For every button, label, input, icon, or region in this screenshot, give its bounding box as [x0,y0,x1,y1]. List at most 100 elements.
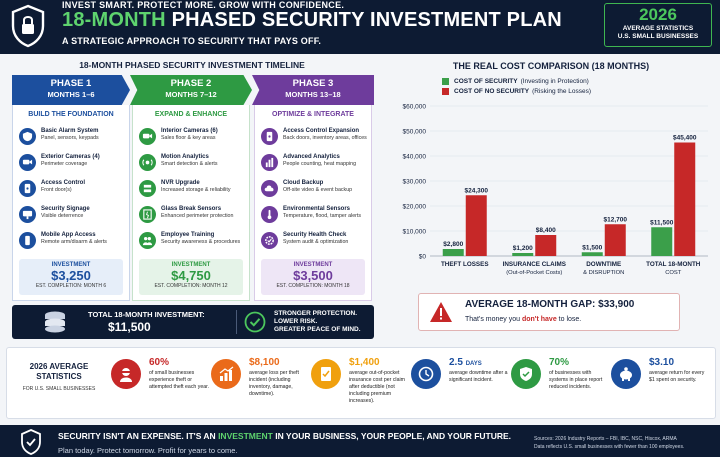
gap-sub-pre: That's money you [465,316,522,323]
bar-value-label: $2,800 [443,241,463,248]
item-desc: Visible deterrence [41,213,84,219]
timeline-title: 18-MONTH PHASED SECURITY INVESTMENT TIME… [79,60,305,70]
cloud-icon [261,180,278,197]
divider [236,310,237,334]
shield-check-icon [511,359,541,389]
stat-value: 60% [149,357,169,368]
gap-sub-red: don't have [521,316,557,323]
legend-item-security: COST OF SECURITY (Investing in Protectio… [442,76,591,86]
invest-value: $4,750 [171,268,211,283]
stat-number: 70% [549,357,570,368]
bar [512,253,534,256]
legend-swatch [442,77,449,85]
phase-2-column: EXPAND & ENHANCE Interior Cameras (6) Sa… [132,105,250,301]
item-title: Security Signage [41,206,90,212]
phase-item: Cloud Backup Off-site video & event back… [261,179,369,205]
phase-name: PHASE 2 [170,78,212,89]
phase-2-header: PHASE 2 MONTHS 7–12 [130,75,252,105]
phase-item: Basic Alarm System Panel, sensors, keypa… [19,127,127,153]
year-sub-1: AVERAGE STATISTICS [622,25,694,32]
stat-desc: of businesses with systems in place repo… [549,370,603,390]
header: INVEST SMART. PROTECT MORE. GROW WITH CO… [0,0,720,54]
stat-value: 2.5 DAYS [449,357,482,368]
footer-subline: Plan today. Protect tomorrow. Profit for… [58,446,238,455]
stat-desc: average return for every $1 spent on sec… [649,370,705,383]
check-circle-icon [244,311,266,333]
piggy-bank-icon [611,359,641,389]
glass-break-icon [139,206,156,223]
total-value: $11,500 [108,320,151,334]
item-title: Advanced Analytics [283,154,340,160]
phase-item: Motion Analytics Smart detection & alert… [139,153,247,179]
slogan-part: IN YOUR BUSINESS, YOUR PEOPLE, AND YOUR … [272,431,512,441]
item-title: Security Health Check [283,232,347,238]
invest-value: $3,500 [293,268,333,283]
people-icon [139,232,156,249]
stat-desc: average out-of-pocket insurance cost per… [349,370,405,404]
slogan-highlight: INVESTMENT [218,431,273,441]
benefit-line: GREATER PEACE OF MIND. [274,326,361,333]
stat-item: 2.5 DAYS average downtime after a signif… [411,356,513,416]
chart-up-icon [211,359,241,389]
y-tick-label: $20,000 [403,204,427,211]
item-desc: Enhanced perimeter protection [161,213,234,219]
x-category-label: DOWNTIME [586,261,621,268]
item-title: Employee Training [161,232,215,238]
phase-item: Security Health Check System audit & opt… [261,231,369,257]
title-rest: PHASED SECURITY INVESTMENT PLAN [165,9,562,31]
invest-completion: EST. COMPLETION: MONTH 6 [35,283,107,289]
year-sub-2: U.S. SMALL BUSINESSES [617,33,699,40]
item-desc: Increased storage & reliability [161,187,231,193]
cost-bar-chart: $0 $10,000 $20,000 $30,000 $40,000 $50,000 $60… [403,104,708,276]
sources-line: Data reflects U.S. small businesses with… [534,444,685,450]
item-desc: People counting, heat mapping [283,161,357,167]
keypad-icon [261,128,278,145]
legend-note: (Risking the Losses) [532,87,592,95]
benefit-line: LOWER RISK. [274,318,318,325]
statistics-row: 2026 AVERAGE STATISTICS FOR U.S. SMALL B… [6,347,716,419]
item-desc: Off-site video & event backup [283,187,353,193]
phase-investment: INVESTMENT $4,750 EST. COMPLETION: MONTH… [139,259,243,295]
phase-heading: OPTIMIZE & INTEGRATE [272,111,354,118]
footer: SECURITY ISN'T AN EXPENSE. IT'S AN INVES… [0,425,720,457]
footer-slogan: SECURITY ISN'T AN EXPENSE. IT'S AN INVES… [58,431,511,441]
phase-item: Employee Training Security awareness & p… [139,231,247,257]
item-desc: Back doors, inventory areas, offices [283,135,367,141]
phase-investment: INVESTMENT $3,500 EST. COMPLETION: MONTH… [261,259,365,295]
phase-item: Mobile App Access Remote arm/disarm & al… [19,231,127,257]
keypad-icon [19,180,36,197]
invest-label: INVESTMENT [171,262,211,268]
phase-months: MONTHS 1–6 [47,90,95,99]
item-title: Basic Alarm System [41,128,99,134]
y-tick-label: $50,000 [403,129,427,136]
clock-icon [411,359,441,389]
bar-value-label: $1,200 [513,245,533,252]
phase-name: PHASE 3 [292,78,334,89]
thief-icon [111,359,141,389]
phase-item: Security Signage Visible deterrence [19,205,127,231]
page-title: 18-MONTH PHASED SECURITY INVESTMENT PLAN [62,9,562,32]
item-desc: Panel, sensors, keypads [41,135,99,141]
item-desc: System audit & optimization [283,239,349,245]
legend-name: COST OF NO SECURITY [454,87,530,95]
gap-callout: AVERAGE 18-MONTH GAP: $33,900 That's mon… [418,293,680,331]
phase-months: MONTHS 7–12 [165,90,217,99]
phase-item: Interior Cameras (6) Sales floor & key a… [139,127,247,153]
footer-sources: Sources: 2026 Industry Reports – FBI, IB… [534,435,684,451]
bar-value-label: $24,300 [465,187,489,194]
item-title: Cloud Backup [283,180,324,186]
phase-1-header: PHASE 1 MONTHS 1–6 [12,75,130,105]
invest-completion: EST. COMPLETION: MONTH 18 [276,283,350,289]
thermometer-icon [261,206,278,223]
year-value: 2026 [639,5,677,24]
camera-icon [139,128,156,145]
stat-value: $8,100 [249,357,280,368]
warning-icon [430,302,452,322]
stat-number: $3.10 [649,357,675,368]
x-category-label: TOTAL 18-MONTH [646,261,701,268]
phase-1-column: BUILD THE FOUNDATION Basic Alarm System … [12,105,130,301]
bar-value-label: $8,400 [536,227,556,234]
slogan-part: SECURITY ISN'T AN EXPENSE. IT'S AN [58,431,219,441]
item-title: Mobile App Access [41,232,96,238]
item-title: Glass Break Sensors [161,206,222,212]
